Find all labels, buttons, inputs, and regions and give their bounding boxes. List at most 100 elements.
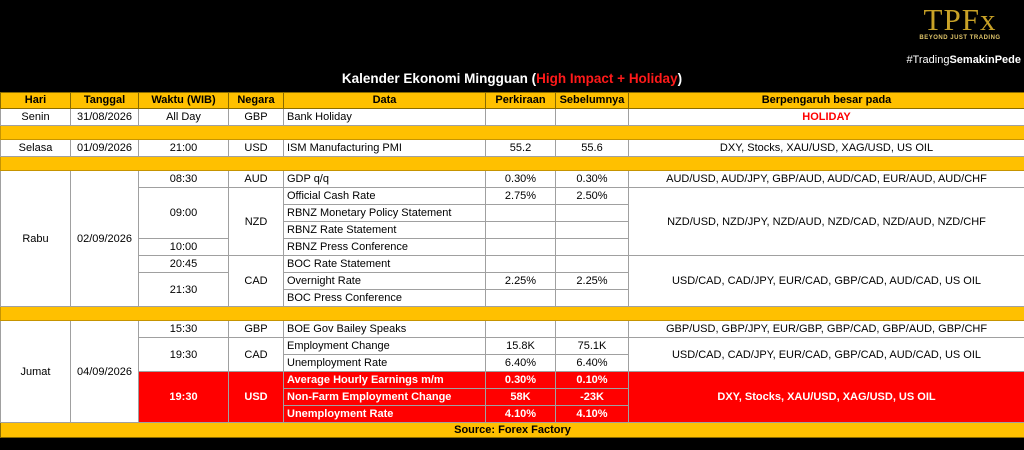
- country-cell: NZD: [228, 187, 284, 256]
- data-cell: Employment Change: [283, 337, 486, 355]
- table-row: Jumat 04/09/2026 15:30 GBP BOE Gov Baile…: [0, 320, 1024, 423]
- table-row: Rabu 02/09/2026 08:30 AUD GDP q/q 0.30% …: [0, 170, 1024, 307]
- data-cell: ISM Manufacturing PMI: [283, 139, 486, 157]
- previous-cell: 0.30%: [555, 170, 629, 188]
- country-cell: USD: [228, 371, 284, 423]
- data-cell: RBNZ Monetary Policy Statement: [283, 204, 486, 222]
- forecast-cell: 0.30%: [485, 371, 556, 389]
- table-row: Non-Farm Employment Change 58K -23K: [1, 388, 1024, 406]
- calendar-table: Hari Tanggal Waktu (WIB) Negara Data Per…: [0, 92, 1024, 438]
- logo-tagline: BEYOND JUST TRADING: [919, 35, 1001, 41]
- previous-cell: 0.10%: [555, 371, 629, 389]
- time-cell: 10:00: [138, 238, 229, 256]
- previous-cell: [555, 289, 629, 307]
- date-cell: 01/09/2026: [70, 139, 139, 157]
- forecast-cell: [485, 255, 556, 273]
- forecast-cell: [485, 320, 556, 338]
- separator-row: [0, 125, 1024, 140]
- previous-cell: [555, 255, 629, 273]
- forecast-cell: [485, 108, 556, 126]
- data-cell: Unemployment Rate: [283, 405, 486, 423]
- data-cell: BOE Gov Bailey Speaks: [283, 320, 486, 338]
- date-cell: 04/09/2026: [70, 320, 139, 423]
- forecast-cell: [485, 238, 556, 256]
- data-cell: Official Cash Rate: [283, 187, 486, 205]
- forecast-cell: 6.40%: [485, 354, 556, 372]
- previous-cell: 4.10%: [555, 405, 629, 423]
- title-highlight: High Impact + Holiday: [536, 71, 678, 86]
- col-perkiraan: Perkiraan: [485, 92, 556, 109]
- source-row: Source: Forex Factory: [0, 422, 1024, 438]
- table-row: 19:30 CAD Employment Change 15.8K 75.1K …: [1, 337, 1024, 372]
- impact-cell: USD/CAD, CAD/JPY, EUR/CAD, GBP/CAD, AUD/…: [628, 337, 1024, 372]
- country-cell: CAD: [228, 337, 284, 372]
- forecast-cell: 0.30%: [485, 170, 556, 188]
- previous-cell: [555, 204, 629, 222]
- day-cell: Senin: [0, 108, 71, 126]
- impact-cell: USD/CAD, CAD/JPY, EUR/CAD, GBP/CAD, AUD/…: [628, 255, 1024, 307]
- logo-mark: TPFx: [923, 2, 997, 37]
- time-cell: 09:00: [138, 187, 229, 239]
- col-waktu: Waktu (WIB): [138, 92, 229, 109]
- data-cell: Average Hourly Earnings m/m: [283, 371, 486, 389]
- hashtag-bold: SemakinPede: [949, 54, 1021, 66]
- country-cell: GBP: [228, 108, 284, 126]
- table-row: Senin 31/08/2026 All Day GBP Bank Holida…: [0, 108, 1024, 126]
- forecast-cell: 2.75%: [485, 187, 556, 205]
- previous-cell: 55.6: [555, 139, 629, 157]
- data-cell: BOC Press Conference: [283, 289, 486, 307]
- forecast-cell: 55.2: [485, 139, 556, 157]
- data-cell: RBNZ Press Conference: [283, 238, 486, 256]
- day-cell: Rabu: [0, 170, 71, 307]
- previous-cell: [555, 238, 629, 256]
- data-cell: Overnight Rate: [283, 272, 486, 290]
- data-cell: GDP q/q: [283, 170, 486, 188]
- time-cell: 20:45: [138, 255, 229, 273]
- data-cell: RBNZ Rate Statement: [283, 221, 486, 239]
- col-data: Data: [283, 92, 486, 109]
- data-cell: BOC Rate Statement: [283, 255, 486, 273]
- forecast-cell: [485, 221, 556, 239]
- forecast-cell: 4.10%: [485, 405, 556, 423]
- impact-cell: NZD/USD, NZD/JPY, NZD/AUD, NZD/CAD, NZD/…: [628, 187, 1024, 256]
- table-row: 09:00 NZD Official Cash Rate 2.75% 2.50%…: [1, 187, 1024, 256]
- data-cell: Unemployment Rate: [283, 354, 486, 372]
- forecast-cell: 2.25%: [485, 272, 556, 290]
- col-hari: Hari: [0, 92, 71, 109]
- day-cell: Jumat: [0, 320, 71, 423]
- country-cell: CAD: [228, 255, 284, 307]
- col-sebelumnya: Sebelumnya: [555, 92, 629, 109]
- separator-row: [0, 156, 1024, 171]
- country-cell: USD: [228, 139, 284, 157]
- table-row: Unemployment Rate 4.10% 4.10%: [1, 405, 1024, 423]
- table-row: 19:30 USD Average Hourly Earnings m/m 0.…: [1, 371, 1024, 423]
- impact-cell: AUD/USD, AUD/JPY, GBP/AUD, AUD/CAD, EUR/…: [628, 170, 1024, 188]
- previous-cell: 2.50%: [555, 187, 629, 205]
- forecast-cell: [485, 289, 556, 307]
- table-row: Selasa 01/09/2026 21:00 USD ISM Manufact…: [0, 139, 1024, 157]
- time-cell: 08:30: [138, 170, 229, 188]
- data-cell: Non-Farm Employment Change: [283, 388, 486, 406]
- title-main: Kalender Ekonomi Mingguan (: [341, 71, 537, 86]
- table-row: 21:30 Overnight Rate 2.25% 2.25%: [1, 272, 1024, 307]
- hashtag-prefix: #Trading: [906, 54, 950, 66]
- time-cell: 21:30: [138, 272, 229, 307]
- header-row: Hari Tanggal Waktu (WIB) Negara Data Per…: [0, 92, 1024, 109]
- impact-cell: DXY, Stocks, XAU/USD, XAG/USD, US OIL: [628, 371, 1024, 423]
- impact-cell: HOLIDAY: [628, 108, 1024, 126]
- time-cell: All Day: [138, 108, 229, 126]
- source-text: Source: Forex Factory: [0, 422, 1024, 438]
- col-impact: Berpengaruh besar pada: [628, 92, 1024, 109]
- country-cell: AUD: [228, 170, 284, 188]
- col-tanggal: Tanggal: [70, 92, 139, 109]
- data-cell: Bank Holiday: [283, 108, 486, 126]
- country-cell: GBP: [228, 320, 284, 338]
- date-cell: 31/08/2026: [70, 108, 139, 126]
- previous-cell: 75.1K: [555, 337, 629, 355]
- previous-cell: [555, 221, 629, 239]
- previous-cell: -23K: [555, 388, 629, 406]
- separator-row: [0, 306, 1024, 321]
- title-end: ): [677, 71, 683, 86]
- impact-cell: DXY, Stocks, XAU/USD, XAG/USD, US OIL: [628, 139, 1024, 157]
- forecast-cell: 15.8K: [485, 337, 556, 355]
